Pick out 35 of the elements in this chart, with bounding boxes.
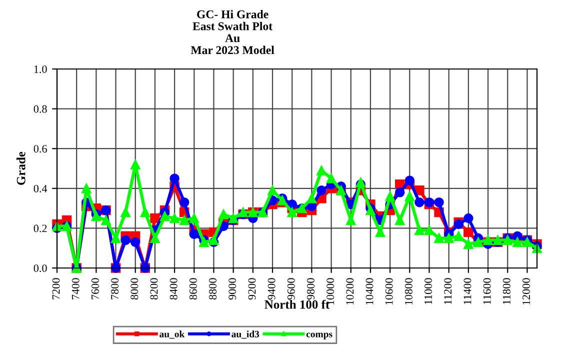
x-tick-label: 11600 [483, 278, 491, 304]
x-tick-label: 10200 [346, 278, 354, 305]
x-tick-label: 8400 [170, 278, 178, 300]
x-tick-label: 8000 [130, 278, 138, 300]
chart-title: GC- Hi Grade East Swath Plot Au Mar 2023 Model [190, 10, 274, 54]
y-tick-label: 1.0 [34, 65, 47, 74]
x-tick-label: 9200 [248, 278, 256, 300]
x-tick-label: 10600 [385, 278, 393, 305]
x-tick-label: 10800 [404, 278, 412, 305]
x-tick-label: 11400 [464, 278, 472, 304]
x-tick-label: 8600 [189, 278, 197, 300]
y-tick-label: 0.0 [34, 264, 47, 272]
legend-label: au_id3 [232, 330, 260, 339]
x-tick-label: 11200 [444, 278, 452, 304]
legend-label: au_ok [160, 330, 185, 339]
x-tick-label: 8800 [209, 278, 217, 300]
x-tick-label: 9000 [228, 278, 236, 300]
y-axis-title: Grade [16, 152, 26, 185]
x-tick-label: 7800 [111, 278, 119, 300]
x-tick-label: 11000 [424, 278, 432, 304]
x-tick-label: 7200 [52, 278, 60, 300]
y-tick-label: 0.2 [34, 224, 47, 232]
x-tick-label: 8200 [150, 278, 158, 300]
y-tick-label: 0.6 [34, 145, 47, 153]
x-tick-label: 10400 [366, 278, 374, 305]
x-tick-label: 7600 [91, 278, 99, 300]
legend-label: comps [306, 332, 332, 340]
x-tick-label: 12000 [522, 278, 530, 305]
x-tick-label: 9600 [287, 278, 295, 300]
x-tick-label: 9800 [306, 278, 314, 300]
x-tick-label: 11800 [502, 278, 510, 304]
y-tick-label: 0.8 [34, 105, 47, 113]
x-tick-label: 7400 [72, 278, 80, 300]
y-tick-label: 0.4 [34, 184, 48, 192]
x-tick-label: 9400 [268, 278, 276, 300]
